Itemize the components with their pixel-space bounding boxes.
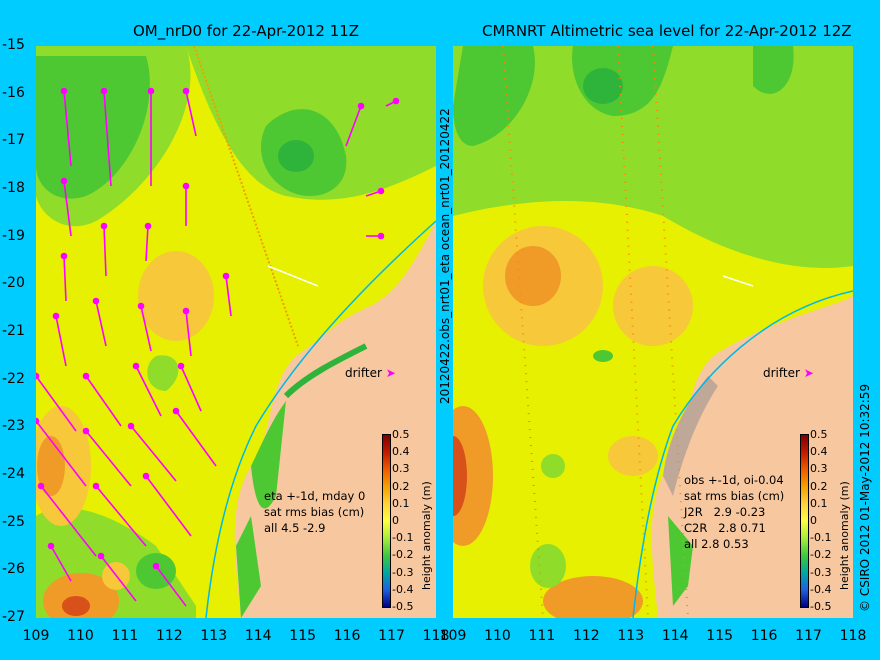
y-tick-label: -21	[2, 323, 25, 339]
y-tick-label: -15	[2, 37, 25, 53]
y-tick-label: -17	[2, 132, 25, 149]
y-tick-label: -26	[2, 561, 25, 578]
right-stats-line: J2R 2.9 -0.23	[684, 505, 766, 519]
colorbar-tick-label: -0.5	[392, 600, 414, 613]
left-stats-line: all 4.5 -2.9	[264, 521, 326, 535]
right-stats-line: C2R 2.8 0.71	[684, 521, 766, 535]
left-colorbar-title: height anomaly (m)	[420, 481, 433, 590]
right-stats-line: obs +-1d, oi-0.04	[684, 473, 784, 487]
y-tick-label: -22	[2, 370, 25, 387]
x-tick-label: 116	[750, 628, 778, 644]
right-drifter-label: drifter ➤	[763, 366, 814, 380]
colorbar-tick-label: 0	[392, 514, 399, 527]
colorbar-tick-label: -0.3	[810, 565, 832, 579]
x-tick-label: 112	[155, 628, 183, 644]
x-tick-label: 115	[289, 628, 317, 644]
x-tick-label: 109	[439, 628, 467, 644]
colorbar-tick-label: 0.3	[810, 462, 828, 476]
y-tick-label: -23	[2, 418, 25, 435]
left-colorbar	[382, 434, 391, 608]
y-tick-label: -25	[2, 513, 25, 530]
left-stats-line: sat rms bias (cm)	[264, 505, 365, 519]
right-panel-title: CMRNRT Altimetric sea level for 22-Apr-2…	[482, 22, 852, 40]
y-tick-label: -18	[2, 180, 25, 196]
right-stats-line: sat rms bias (cm)	[684, 489, 785, 503]
x-tick-label: 115	[706, 628, 734, 644]
colorbar-tick-label: -0.2	[810, 548, 832, 562]
y-tick-label: -24	[2, 466, 25, 482]
file-info-label: 20120422.obs_nrt01_eta ocean_nrt01_20120…	[438, 108, 452, 404]
x-tick-label: 113	[617, 628, 645, 644]
copyright-label: © CSIRO 2012 01-May-2012 10:32:59	[858, 383, 872, 612]
y-tick-label: -19	[2, 227, 25, 244]
y-tick-label: -16	[2, 84, 25, 101]
colorbar-tick-label: -0.4	[392, 582, 414, 596]
x-tick-label: 113	[200, 628, 228, 644]
colorbar-tick-label: 0.2	[392, 479, 410, 493]
right-stats-line: all 2.8 0.53	[684, 537, 749, 551]
colorbar-tick-label: -0.3	[392, 565, 414, 579]
x-tick-label: 112	[572, 628, 600, 644]
colorbar-tick-label: 0.2	[810, 479, 828, 493]
left-drifter-label: drifter ➤	[345, 366, 396, 380]
y-tick-label: -20	[2, 275, 25, 292]
left-map-panel[interactable]	[36, 46, 436, 618]
colorbar-tick-label: 0.1	[392, 496, 410, 510]
x-tick-label: 114	[661, 628, 689, 644]
left-stats-line: eta +-1d, mday 0	[264, 489, 366, 503]
x-tick-label: 117	[795, 628, 822, 644]
drifter-text: drifter	[345, 366, 382, 380]
right-map-panel[interactable]	[453, 46, 853, 618]
colorbar-tick-label: -0.4	[810, 582, 832, 596]
right-colorbar	[800, 434, 809, 608]
drifter-arrow-icon: ➤	[385, 366, 396, 380]
colorbar-tick-label: 0.3	[392, 462, 410, 476]
colorbar-tick-label: -0.1	[810, 531, 832, 545]
drifter-text: drifter	[763, 366, 800, 380]
x-tick-label: 111	[111, 628, 139, 644]
x-tick-label: 114	[244, 628, 272, 644]
x-tick-label: 110	[484, 628, 511, 644]
right-colorbar-title: height anomaly (m)	[838, 481, 851, 590]
x-tick-label: 110	[67, 628, 94, 644]
y-tick-label: -27	[2, 609, 25, 625]
x-tick-label: 116	[333, 628, 361, 644]
x-tick-label: 118	[422, 628, 450, 644]
drifter-arrow-icon: ➤	[803, 366, 814, 380]
colorbar-tick-label: -0.1	[392, 531, 414, 545]
x-tick-label: 117	[378, 628, 405, 644]
left-stats-text: eta +-1d, mday 0 sat rms bias (cm) all 4…	[264, 488, 365, 536]
colorbar-tick-label: 0.4	[392, 445, 410, 459]
left-panel-title: OM_nrD0 for 22-Apr-2012 11Z	[133, 22, 360, 40]
x-tick-label: 118	[839, 628, 867, 644]
x-tick-label: 111	[528, 628, 556, 644]
colorbar-tick-label: -0.5	[810, 600, 832, 613]
colorbar-tick-label: 0.1	[810, 496, 828, 510]
colorbar-tick-label: 0.4	[810, 445, 828, 459]
colorbar-tick-label: -0.2	[392, 548, 414, 562]
right-stats-text: obs +-1d, oi-0.04 sat rms bias (cm) J2R …	[684, 472, 784, 552]
x-tick-label: 109	[22, 628, 50, 644]
colorbar-tick-label: 0.5	[392, 428, 410, 441]
colorbar-tick-label: 0	[810, 514, 817, 527]
colorbar-tick-label: 0.5	[810, 428, 828, 441]
